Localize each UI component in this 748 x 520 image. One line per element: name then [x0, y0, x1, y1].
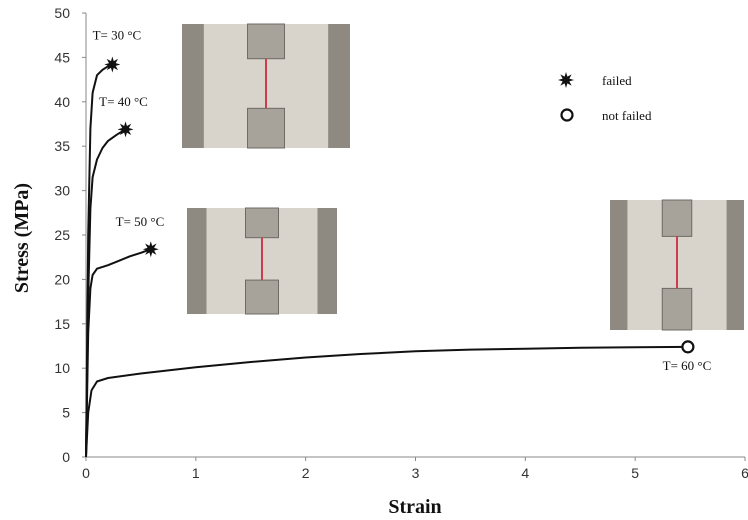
y-tick-label: 5: [62, 405, 70, 421]
photo-upper-grip: [661, 199, 693, 237]
y-tick-label: 35: [54, 138, 70, 154]
series-end-markers: [104, 56, 695, 354]
photo-right-column: [328, 24, 350, 148]
legend-failed-marker: [558, 72, 574, 88]
y-tick-label: 10: [54, 360, 70, 376]
x-tick-label: 5: [631, 465, 639, 481]
inset-photo: [187, 207, 337, 315]
photo-left-column: [610, 200, 628, 330]
x-axis-title: Strain: [388, 496, 441, 518]
legend: failed not failed: [558, 72, 652, 123]
series-line: [85, 128, 127, 458]
x-tick-label: 1: [192, 465, 200, 481]
photo-left-column: [182, 24, 204, 148]
y-tick-label: 40: [54, 94, 70, 110]
failed-marker: [142, 241, 159, 258]
photo-upper-grip: [245, 207, 279, 239]
series-annotations: T= 30 °C T= 40 °C T= 50 °C T= 60 °C: [93, 28, 712, 373]
failed-marker: [104, 56, 121, 73]
x-tick-label: 2: [302, 465, 310, 481]
series-line: [85, 248, 152, 458]
y-tick-label: 30: [54, 183, 70, 199]
y-tick-label: 0: [62, 449, 70, 465]
y-tick-label: 25: [54, 227, 70, 243]
photo-upper-grip: [247, 23, 285, 60]
photo-lower-grip: [245, 279, 279, 315]
series-lines: [85, 63, 688, 458]
series-line: [85, 63, 113, 458]
series-annotation: T= 30 °C: [93, 28, 142, 43]
y-tick-label: 20: [54, 271, 70, 287]
photo-left-column: [187, 208, 207, 314]
y-tick-label: 45: [54, 49, 70, 65]
inset-photo: [182, 23, 350, 149]
legend-label: failed: [602, 73, 632, 88]
series-annotation: T= 60 °C: [663, 358, 712, 373]
x-tick-label: 4: [521, 465, 529, 481]
legend-label: not failed: [602, 108, 652, 123]
failed-marker: [117, 121, 134, 138]
photo-right-column: [317, 208, 337, 314]
x-tick-label: 3: [412, 465, 420, 481]
series-annotation: T= 50 °C: [116, 214, 165, 229]
series-line: [85, 345, 688, 458]
inset-photos: [182, 23, 744, 331]
photo-right-column: [726, 200, 744, 330]
series-annotation: T= 40 °C: [99, 94, 148, 109]
inset-photo: [610, 199, 744, 331]
y-tick-label: 50: [54, 5, 70, 21]
not-failed-marker: [681, 340, 695, 354]
legend-not-failed-marker: [560, 108, 574, 122]
photo-lower-grip: [661, 287, 693, 331]
x-tick-label: 6: [741, 465, 748, 481]
photo-lower-grip: [247, 107, 285, 149]
y-tick-label: 15: [54, 316, 70, 332]
x-tick-label: 0: [82, 465, 90, 481]
y-axis-title: Stress (MPa): [11, 183, 33, 293]
